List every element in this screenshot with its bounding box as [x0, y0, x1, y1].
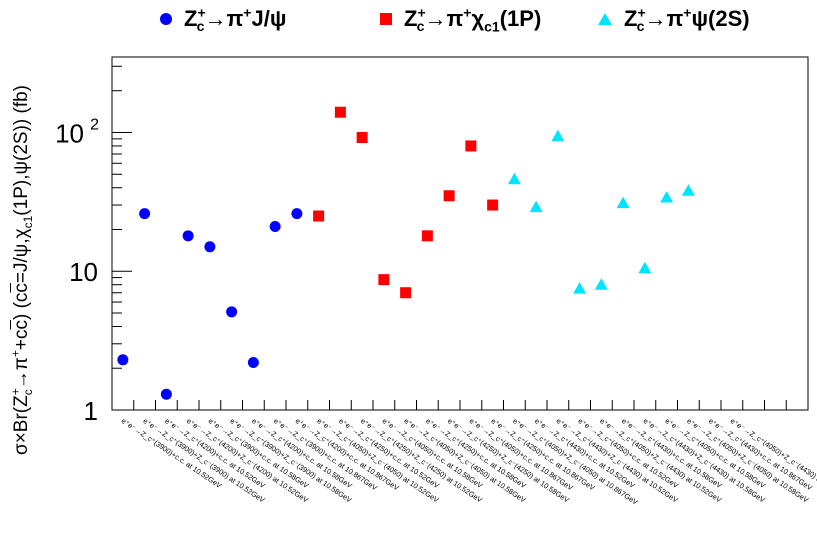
- data-point-circle: [160, 388, 172, 400]
- circle-marker-icon: [160, 13, 172, 25]
- legend-psi2s-text: Z+c→π+ψ(2S): [624, 4, 750, 35]
- data-point-triangle: [594, 278, 608, 290]
- data-point-square: [487, 199, 499, 211]
- legend-jpsi: Z+c→π+J/ψ: [160, 2, 286, 36]
- data-point-triangle: [507, 172, 521, 185]
- data-point-circle: [182, 230, 194, 242]
- data-point-triangle: [551, 129, 565, 142]
- data-point-square: [400, 287, 412, 299]
- y-tick-label: 10: [69, 257, 98, 287]
- data-point-triangle: [616, 196, 630, 209]
- data-point-square: [443, 190, 455, 202]
- legend-chic1: Z+c→π+χc1(1P): [380, 2, 541, 36]
- data-point-triangle: [638, 261, 652, 274]
- data-point-circle: [117, 354, 129, 366]
- data-point-triangle: [573, 282, 587, 294]
- data-point-square: [334, 106, 346, 118]
- x-tick-labels: e⁺e⁻→Z_c⁺(3900)+c.c. at 10.52GeVe⁺e⁻→Z_c…: [120, 416, 817, 507]
- y-axis: 1 10 10 2: [55, 65, 132, 426]
- data-point-circle: [291, 208, 303, 220]
- data-points: [117, 106, 695, 400]
- data-point-square: [356, 132, 368, 144]
- plot-frame: [111, 56, 809, 411]
- data-point-circle: [269, 221, 281, 233]
- legend-psi2s: Z+c→π+ψ(2S): [598, 2, 750, 36]
- x-axis-ticks: [133, 400, 787, 410]
- data-point-square: [313, 210, 325, 222]
- square-marker-icon: [380, 13, 392, 25]
- data-point-triangle: [660, 191, 674, 203]
- triangle-marker-icon: [598, 13, 612, 25]
- y-axis-label: σ×Br(Z+c→π++cc) (cc=J/ψ,χc1(1P),ψ(2S)) (…: [8, 84, 35, 456]
- data-point-triangle: [529, 200, 543, 213]
- data-point-circle: [226, 306, 238, 318]
- data-point-circle: [139, 208, 151, 220]
- y-tick-label: 1: [84, 396, 98, 426]
- legend-chic1-text: Z+c→π+χc1(1P): [404, 4, 542, 35]
- data-point-triangle: [681, 184, 695, 196]
- data-point-circle: [204, 241, 216, 253]
- y-tick-label-exponent: 2: [90, 116, 99, 133]
- data-point-square: [465, 140, 477, 152]
- data-point-square: [378, 274, 390, 286]
- legend-jpsi-text: Z+c→π+J/ψ: [184, 4, 287, 35]
- data-point-square: [421, 230, 433, 242]
- data-point-circle: [247, 356, 259, 368]
- y-tick-label: 10: [55, 118, 84, 148]
